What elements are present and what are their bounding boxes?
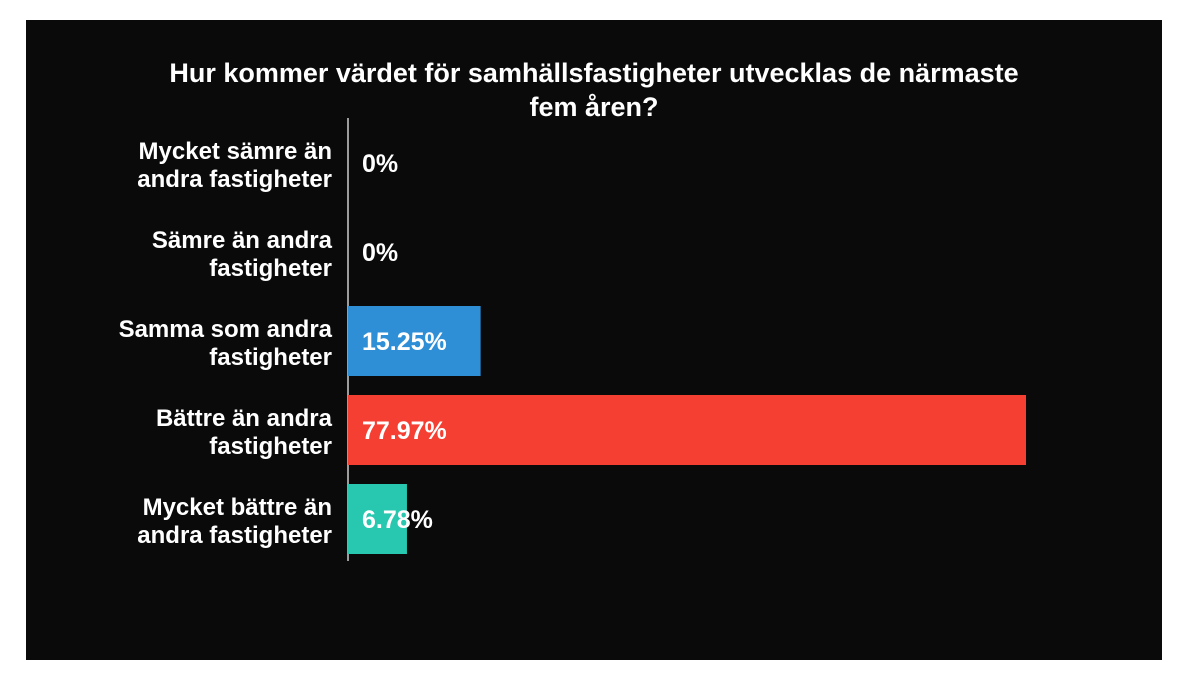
category-label-line: Sämre än andra bbox=[152, 227, 333, 254]
value-label: 77.97% bbox=[362, 417, 447, 445]
value-label: 15.25% bbox=[362, 328, 447, 356]
bar bbox=[348, 484, 407, 554]
category-label: Samma som andra fastigheter bbox=[119, 316, 333, 371]
category-label-line: fastigheter bbox=[209, 344, 332, 371]
category-label-line: andra fastigheter bbox=[137, 522, 332, 549]
value-label: 0% bbox=[362, 150, 398, 178]
chart-title-line-1: Hur kommer värdet för samhällsfastighete… bbox=[169, 58, 1019, 88]
category-label-line: fastigheter bbox=[209, 433, 332, 460]
category-label: Mycket sämre än andra fastigheter bbox=[137, 138, 332, 193]
value-label: 0% bbox=[362, 239, 398, 267]
category-label: Mycket bättre än andra fastigheter bbox=[137, 494, 332, 549]
category-label-line: Samma som andra bbox=[119, 316, 333, 343]
category-label-line: Mycket bättre än bbox=[143, 494, 332, 521]
presentation-screen: Hur kommer värdet för samhällsfastighete… bbox=[26, 20, 1162, 660]
category-label-line: fastigheter bbox=[209, 255, 332, 282]
category-label-line: Bättre än andra bbox=[156, 405, 333, 432]
chart-title-line-2: fem åren? bbox=[529, 92, 659, 122]
value-label: 6.78% bbox=[362, 506, 433, 534]
category-label: Bättre än andra fastigheter bbox=[156, 405, 333, 460]
bar bbox=[348, 395, 1026, 465]
category-label-line: Mycket sämre än bbox=[139, 138, 332, 165]
bar-chart: Mycket sämre än andra fastigheter0%Sämre … bbox=[119, 118, 1026, 561]
bar bbox=[348, 306, 481, 376]
category-label: Sämre än andra fastigheter bbox=[152, 227, 333, 282]
category-label-line: andra fastigheter bbox=[137, 166, 332, 193]
chart-title: Hur kommer värdet för samhällsfastighete… bbox=[26, 56, 1162, 124]
